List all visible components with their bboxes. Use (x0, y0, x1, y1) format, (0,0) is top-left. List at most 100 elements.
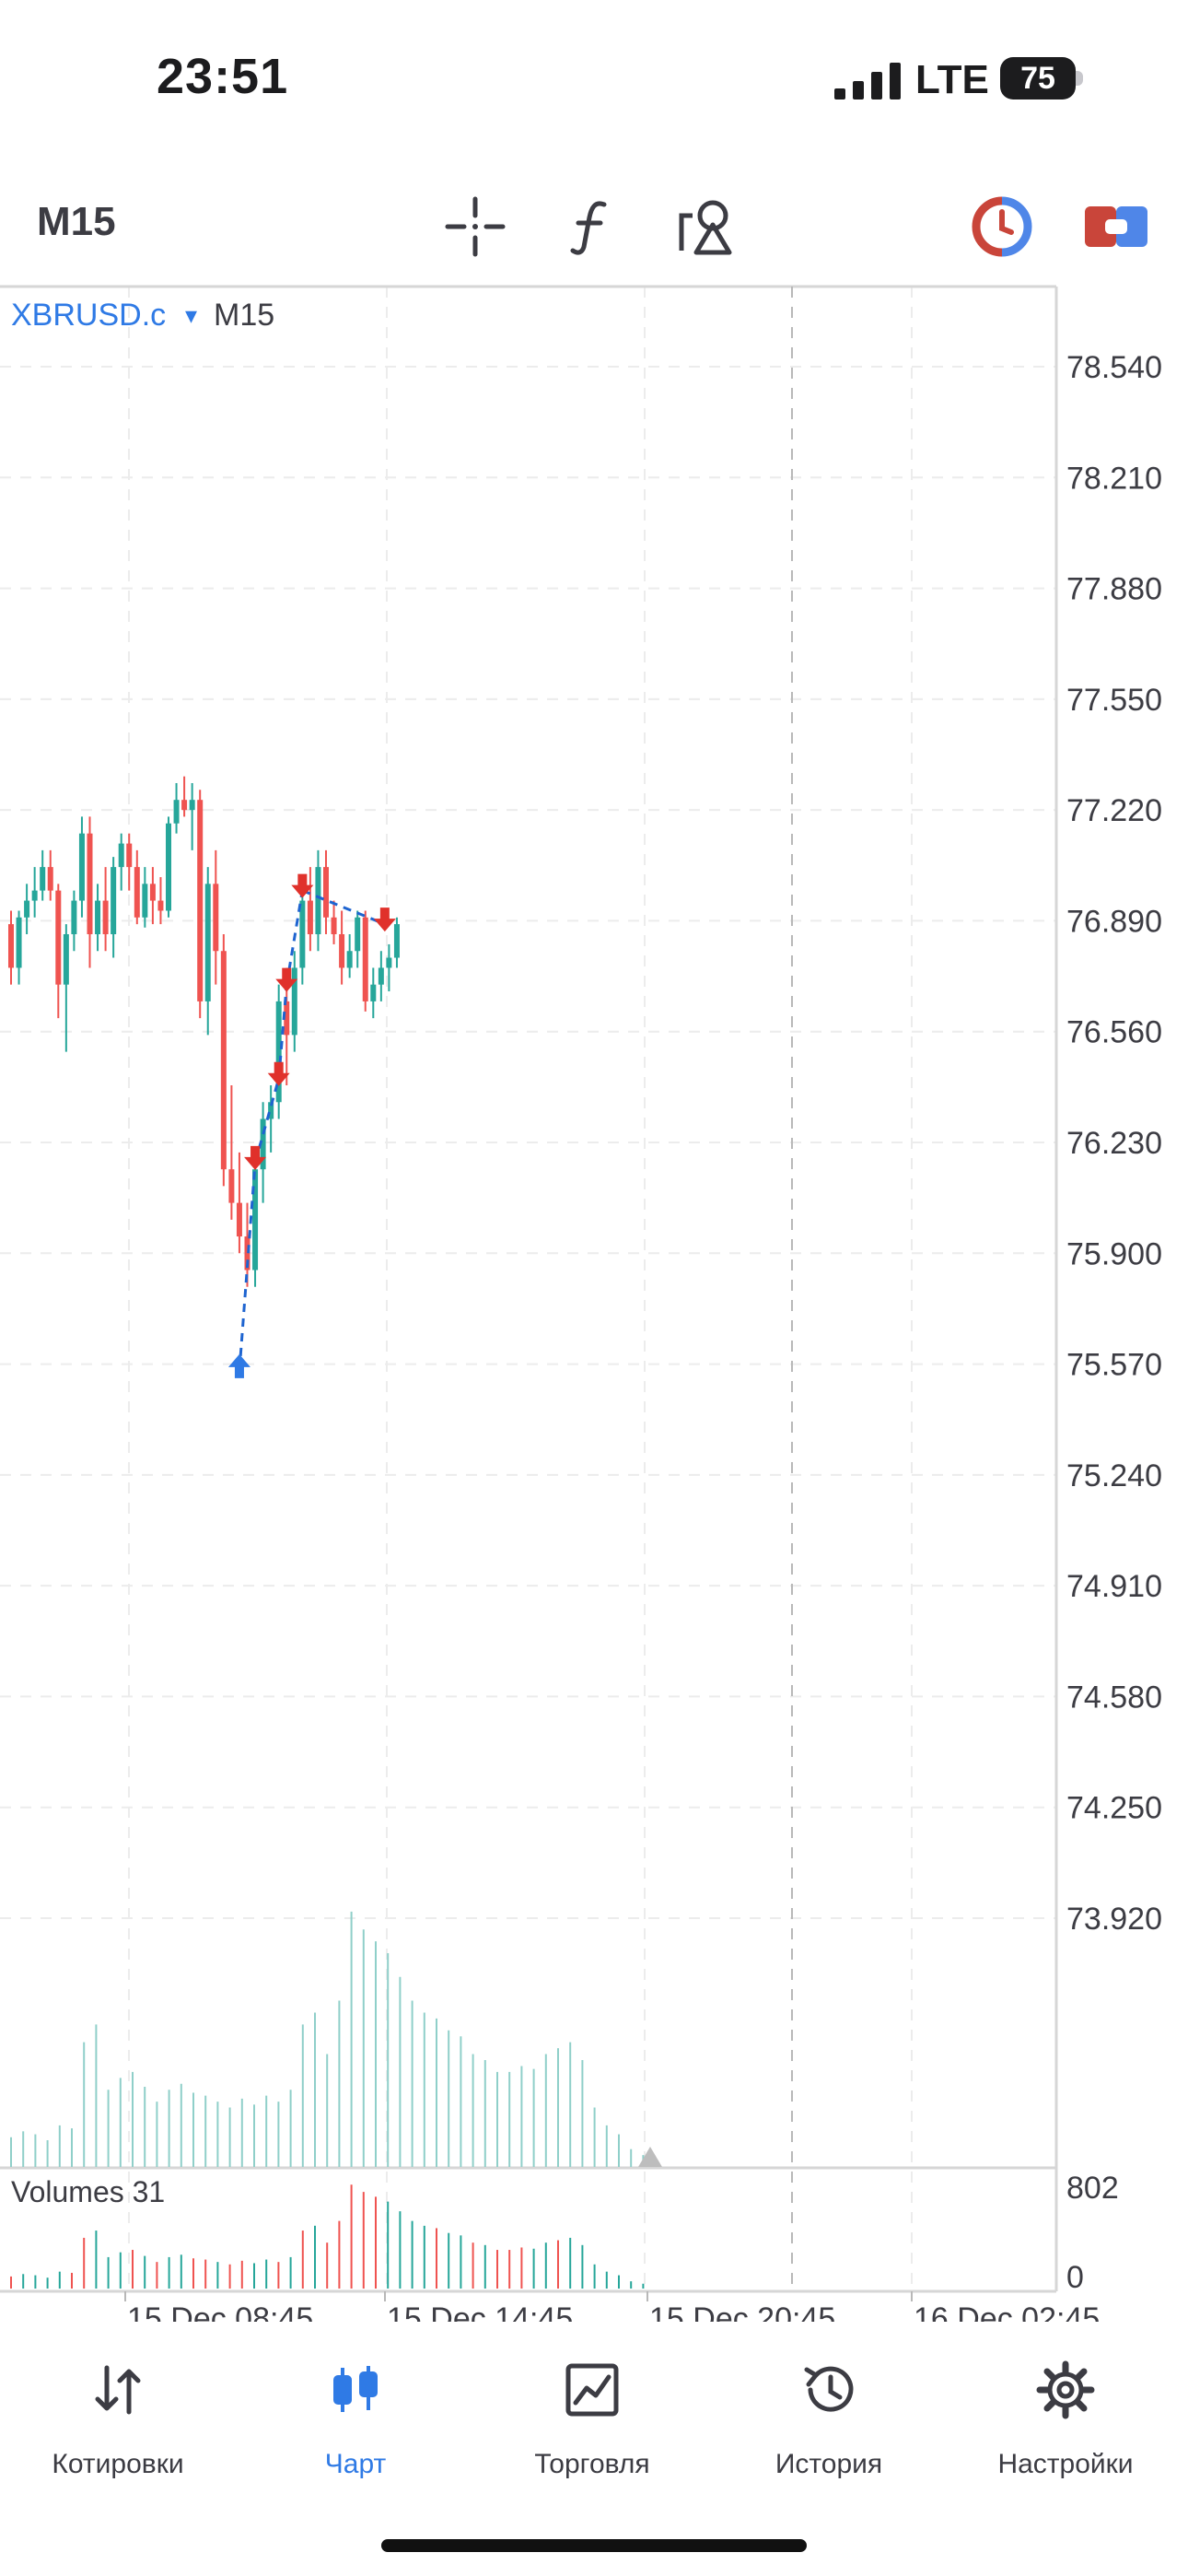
volume-tick-label: 0 (1066, 2260, 1084, 2295)
candle-body (284, 1001, 290, 1036)
nav-history[interactable]: История (718, 2338, 939, 2523)
nav-quotes[interactable]: Котировки (7, 2338, 228, 2523)
candle-body (315, 867, 321, 935)
candle-body (55, 890, 62, 985)
cellular-signal-icon (834, 63, 901, 100)
volume-bars-sub (10, 2184, 645, 2289)
trade-link-line (301, 889, 386, 926)
home-indicator (381, 2539, 807, 2552)
candle-body (63, 934, 69, 985)
candle-body (393, 924, 400, 958)
sell-arrow-icon (244, 1145, 267, 1170)
symbol-label[interactable]: XBRUSD.c (11, 298, 166, 333)
timeframe-button[interactable]: M15 (37, 199, 116, 244)
candle-body (111, 867, 117, 935)
candle-body (95, 900, 101, 935)
candle-body (275, 1001, 282, 1103)
candle-body (252, 1169, 259, 1270)
candles-icon (333, 2366, 378, 2412)
candle-body (16, 917, 22, 968)
objects-icon[interactable] (674, 193, 740, 260)
chart-grid (0, 287, 1056, 2291)
symbol-dropdown-icon[interactable]: ▾ (185, 301, 197, 329)
price-tick-label: 74.250 (1066, 1791, 1162, 1826)
sell-arrow-icon (373, 907, 396, 932)
time-tick-label: 15 Dec 14:45 (387, 2301, 573, 2322)
sell-arrow-icon (291, 873, 314, 898)
candle-body (166, 823, 171, 911)
candle-body (24, 900, 30, 918)
status-time: 23:51 (157, 49, 289, 104)
settings-gear-icon (1036, 2360, 1095, 2419)
candle-body (213, 884, 219, 952)
trade-link-line (238, 1162, 257, 1371)
candle-body (228, 1169, 235, 1203)
battery-icon: 75 (1000, 57, 1076, 100)
chart-toolbar: M15 (0, 175, 1188, 276)
nav-trade-label: Торговля (534, 2449, 650, 2479)
price-tick-label: 75.900 (1066, 1236, 1162, 1271)
candle-body (71, 900, 77, 935)
nav-settings[interactable]: Настройки (955, 2338, 1176, 2523)
candle-body (181, 800, 188, 811)
nav-trade[interactable]: Торговля (482, 2338, 703, 2523)
time-tick-label: 15 Dec 20:45 (649, 2301, 835, 2322)
candle-body (31, 890, 38, 901)
candle-body (339, 934, 345, 968)
price-tick-label: 77.220 (1066, 793, 1162, 828)
candle-body (299, 900, 306, 968)
candle-body (173, 800, 180, 824)
nav-quotes-label: Котировки (52, 2449, 184, 2479)
candle-body (40, 867, 46, 891)
candle-body (355, 917, 361, 952)
candle-body (331, 917, 337, 935)
nav-chart[interactable]: Чарт (245, 2338, 466, 2523)
candle-body (8, 924, 14, 968)
candle-body (244, 1236, 250, 1270)
candle-body (220, 951, 227, 1170)
sell-arrow-icon (267, 1061, 290, 1086)
candle-body (260, 1118, 266, 1170)
volume-tick-label: 802 (1066, 2171, 1119, 2206)
price-tick-label: 75.570 (1066, 1348, 1162, 1383)
price-tick-label: 76.560 (1066, 1015, 1162, 1050)
quotes-arrows-icon (95, 2365, 141, 2415)
trade-panel-icon[interactable] (1083, 193, 1149, 260)
nav-history-label: История (775, 2449, 883, 2479)
history-icon (804, 2366, 854, 2412)
candle-body (189, 800, 195, 811)
price-tick-label: 76.890 (1066, 904, 1162, 939)
sell-arrow-icon (275, 967, 298, 992)
candle-body (362, 917, 368, 1001)
price-tick-label: 74.910 (1066, 1569, 1162, 1604)
trade-chart-icon (565, 2363, 619, 2417)
candle-body (323, 867, 329, 918)
candle-body (47, 867, 53, 891)
price-tick-label: 78.540 (1066, 350, 1162, 385)
battery-cap (1076, 71, 1083, 86)
price-chart[interactable]: XBRUSD.c ▾ M15 78.54078.21077.88077.5507… (0, 0, 1188, 2322)
volume-current-marker (638, 2147, 662, 2167)
candle-body (118, 843, 124, 868)
bottom-navigation: Котировки Чарт Торговля История (0, 2338, 1188, 2523)
candle-body (87, 833, 93, 935)
price-tick-label: 74.580 (1066, 1680, 1162, 1715)
candle-body (378, 967, 384, 985)
indicators-icon[interactable] (558, 193, 624, 260)
candle-body (157, 900, 164, 911)
time-tick-label: 16 Dec 02:45 (914, 2301, 1100, 2322)
price-axis: 78.540 78.210 77.880 77.550 77.220 76.890 76.5… (1066, 350, 1162, 1937)
candle-body (197, 800, 204, 1001)
candle-body (307, 900, 313, 935)
one-click-trading-icon[interactable] (969, 193, 1035, 260)
price-tick-label: 75.240 (1066, 1458, 1162, 1493)
volumes-label: Volumes 31 (11, 2175, 165, 2208)
price-tick-label: 78.210 (1066, 461, 1162, 496)
network-type: LTE (915, 57, 989, 102)
candle-body (291, 967, 297, 1036)
chart-timeframe-label: M15 (214, 298, 274, 333)
candle-body (370, 984, 377, 1001)
candle-body (346, 951, 353, 968)
crosshair-icon[interactable] (442, 193, 508, 260)
nav-settings-label: Настройки (997, 2449, 1134, 2479)
